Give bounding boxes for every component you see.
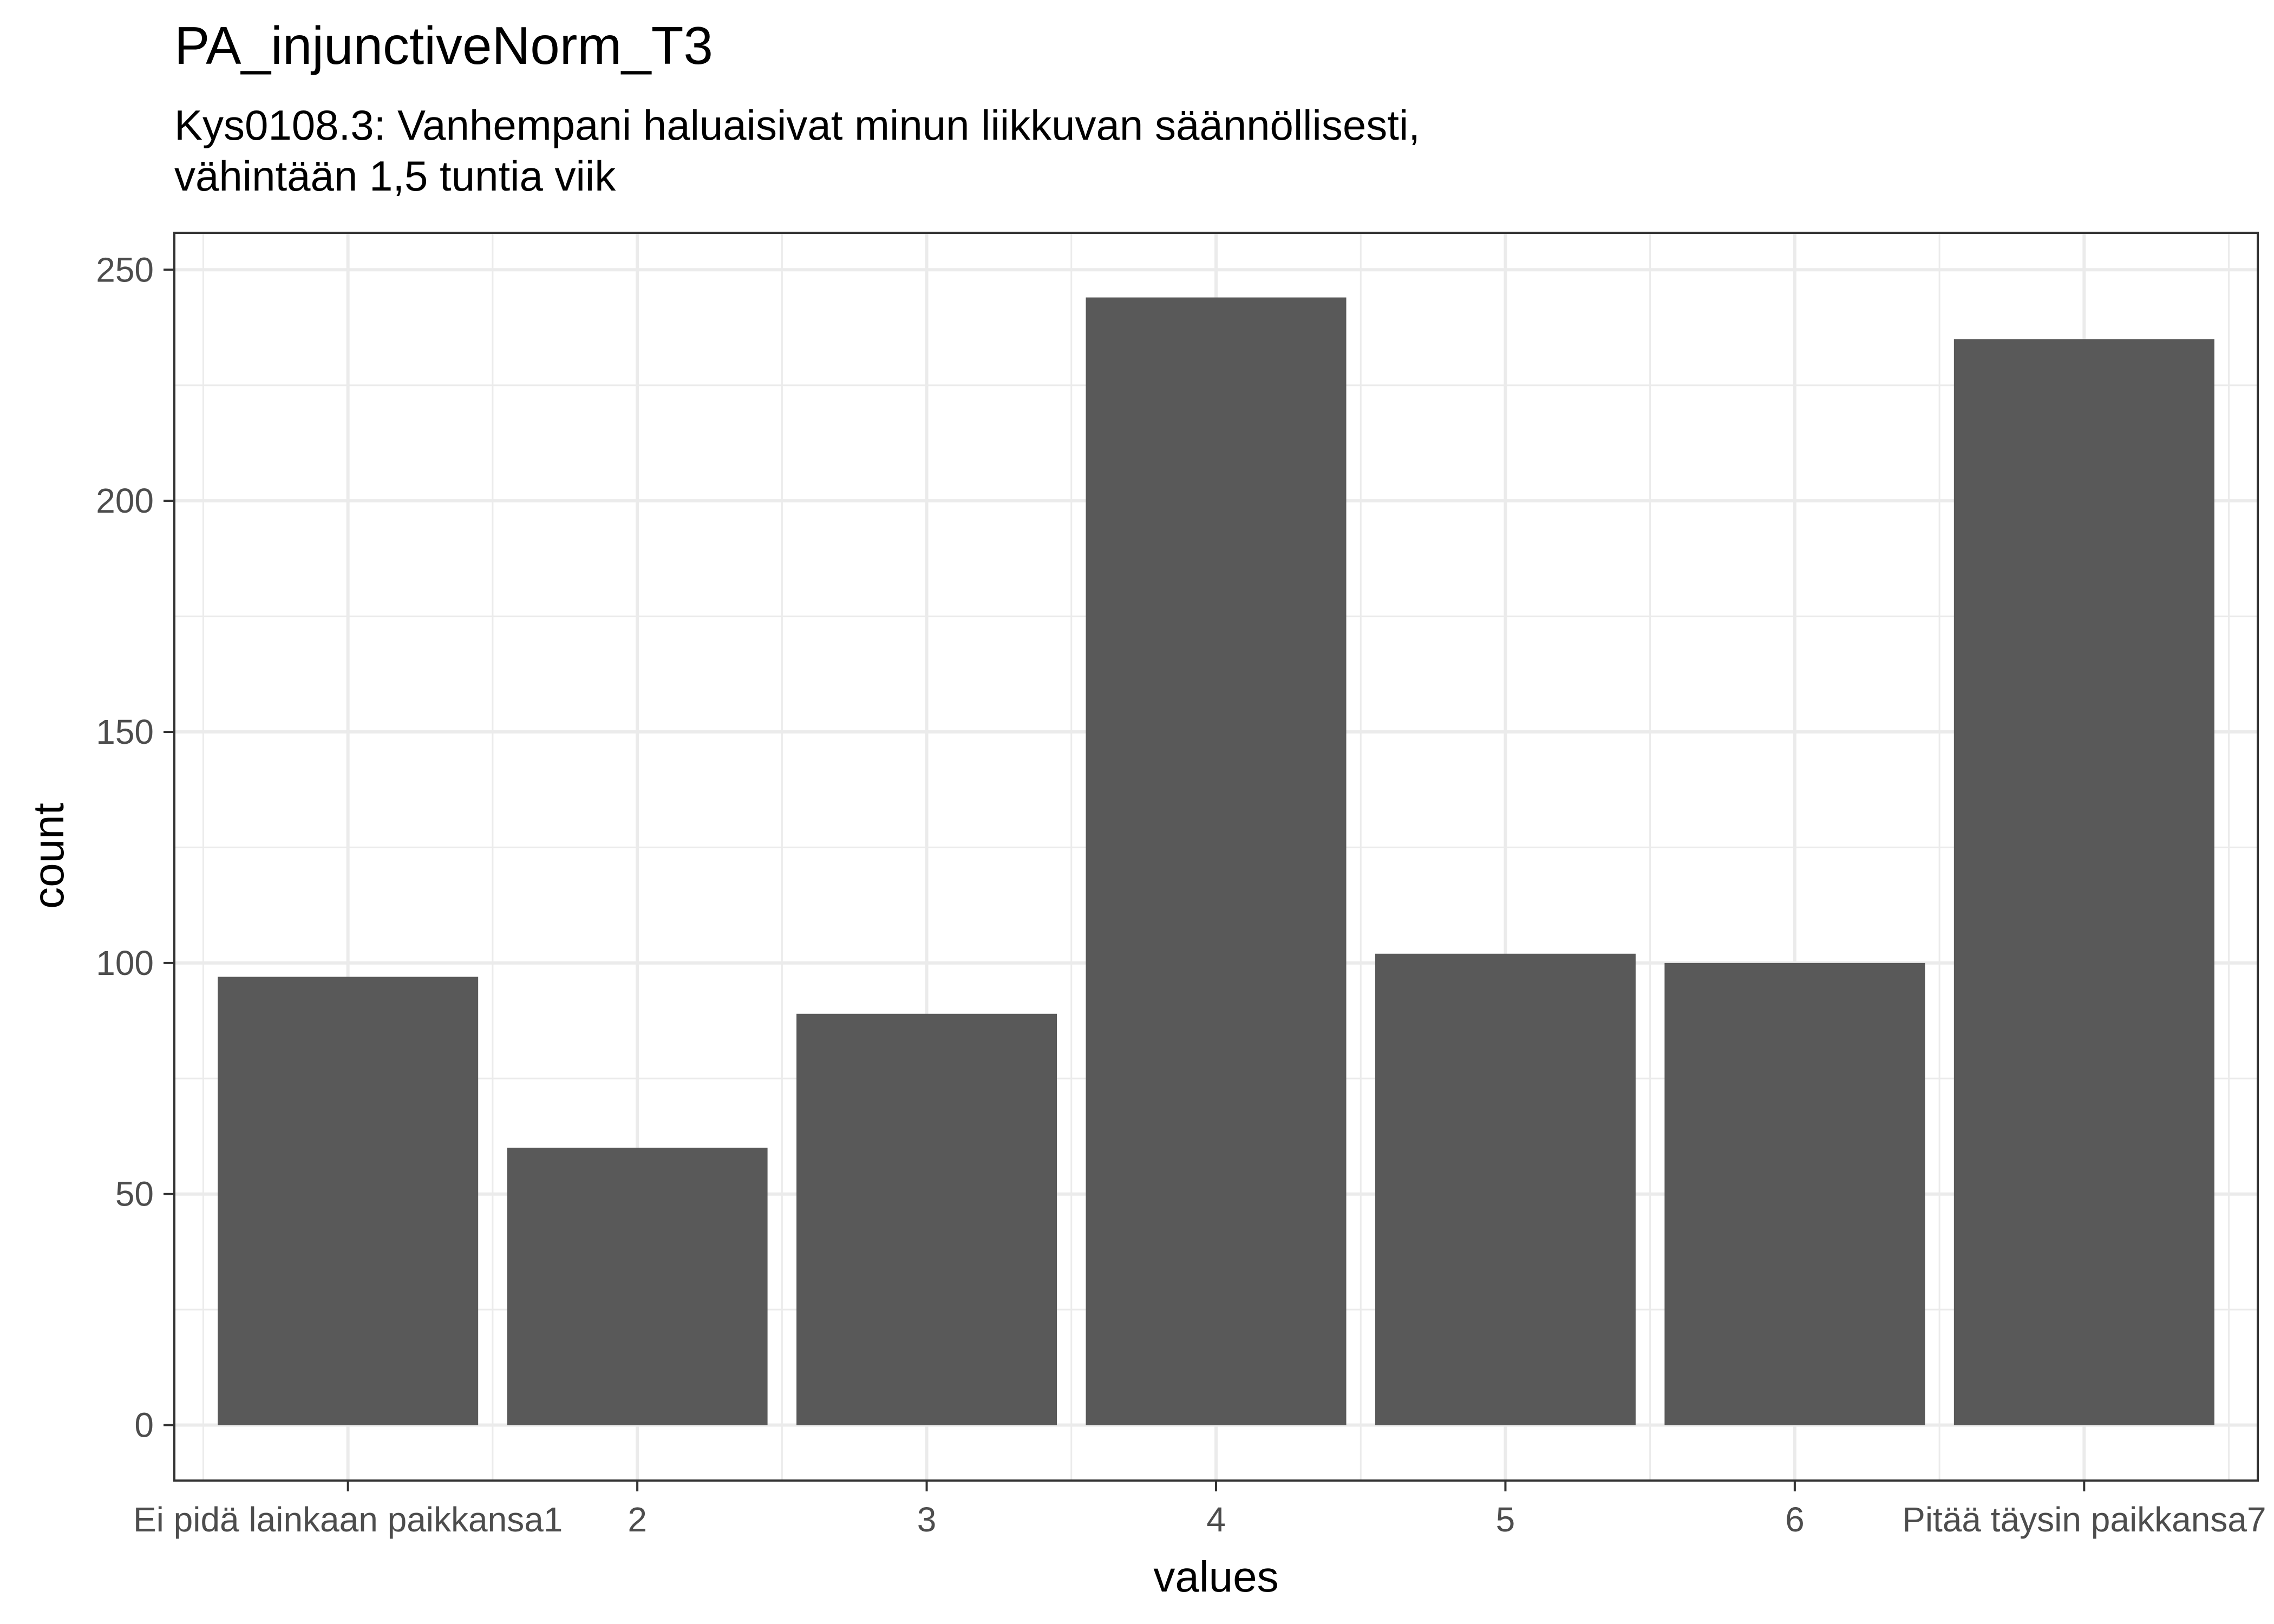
bar — [507, 1148, 768, 1425]
x-tick-label: Ei pidä lainkaan paikkansa1 — [133, 1500, 563, 1539]
x-tick-label: 6 — [1785, 1500, 1805, 1539]
bar — [1086, 297, 1347, 1425]
y-tick-label: 250 — [96, 250, 154, 289]
bar — [796, 1013, 1057, 1425]
x-axis-title: values — [1153, 1553, 1278, 1601]
chart-subtitle-line-2: vähintään 1,5 tuntia viik — [174, 152, 616, 200]
chart-subtitle-line-1: Kys0108.3: Vanhempani haluaisivat minun … — [174, 101, 1420, 149]
bar — [218, 977, 479, 1425]
x-tick-label: 4 — [1206, 1500, 1226, 1539]
x-tick-label: Pitää täysin paikkansa7 — [1902, 1500, 2266, 1539]
y-tick-label: 150 — [96, 712, 154, 751]
bar — [1953, 339, 2214, 1425]
y-axis: 0 50 100 150 200 250 — [96, 250, 174, 1445]
y-tick-label: 200 — [96, 481, 154, 520]
bar — [1375, 953, 1636, 1425]
x-tick-label: 5 — [1496, 1500, 1515, 1539]
x-tick-label: 2 — [628, 1500, 647, 1539]
y-axis-title: count — [24, 803, 73, 909]
y-tick-label: 50 — [115, 1175, 154, 1214]
bar — [1664, 962, 1925, 1425]
x-tick-label: 3 — [917, 1500, 937, 1539]
chart-title: PA_injunctiveNorm_T3 — [174, 16, 713, 75]
y-tick-label: 0 — [134, 1406, 154, 1445]
y-tick-label: 100 — [96, 944, 154, 983]
x-axis: Ei pidä lainkaan paikkansa1 2 3 4 5 6 Pitää tä… — [133, 1481, 2266, 1539]
bars — [218, 297, 2214, 1425]
